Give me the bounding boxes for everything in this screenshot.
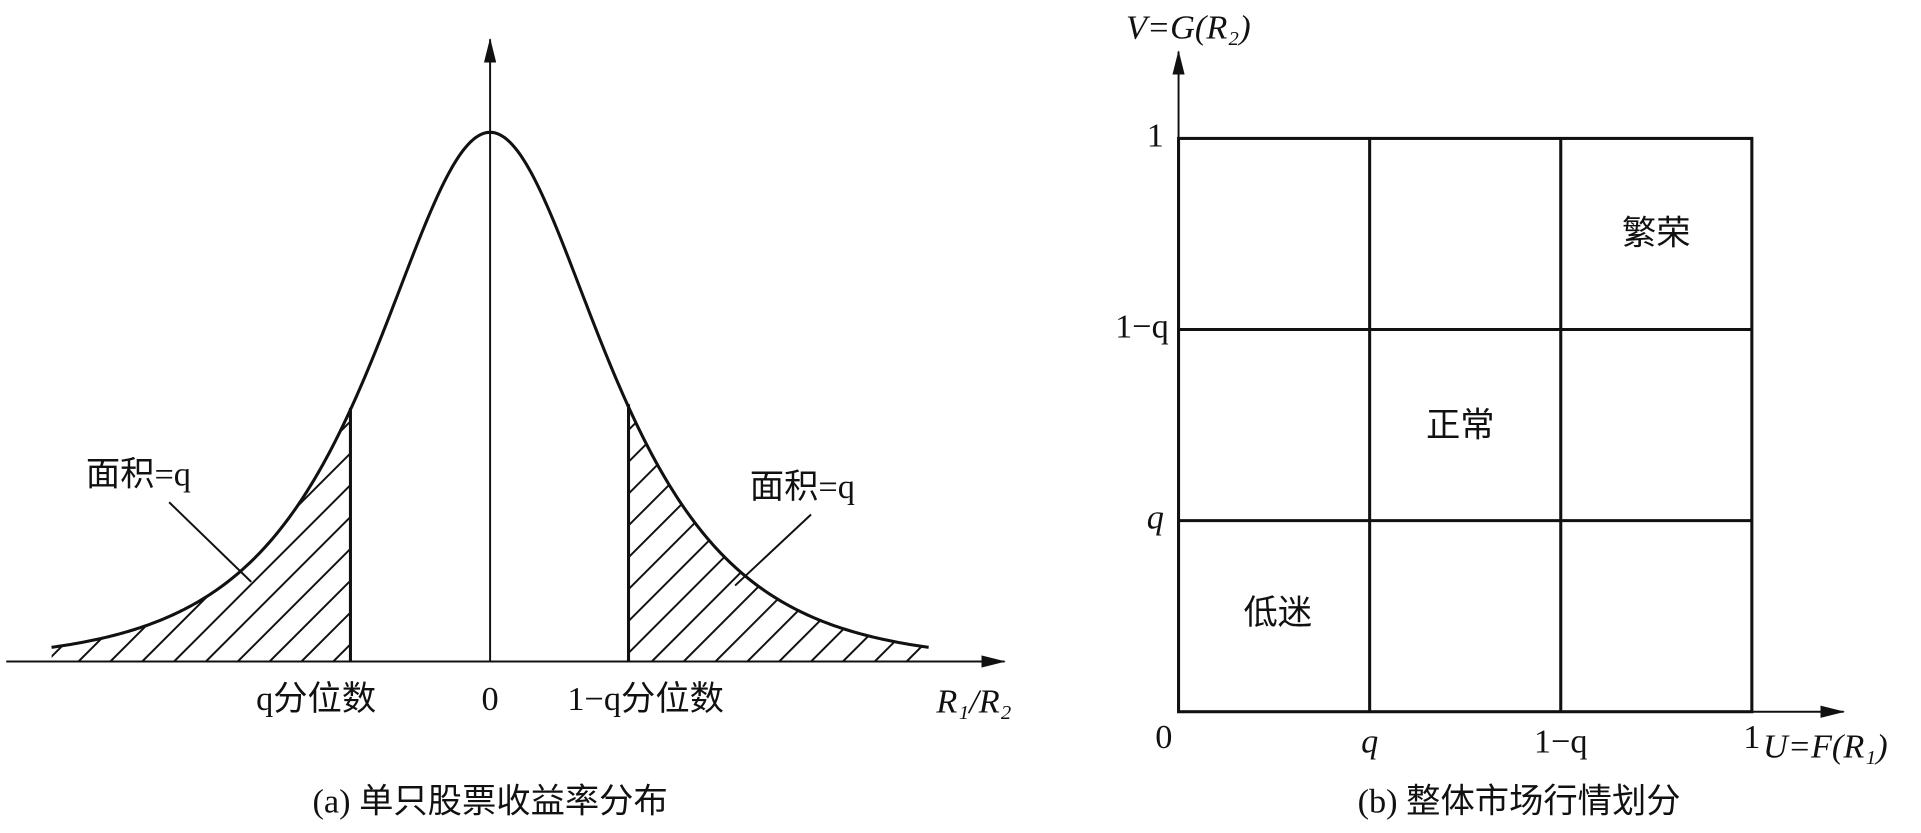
origin-label: 0 <box>482 680 499 718</box>
y-tick-label: 1 <box>1147 116 1164 154</box>
quantile-label: 1−q分位数 <box>567 680 724 718</box>
origin-label: 0 <box>1155 718 1172 756</box>
hatch-line <box>173 406 543 662</box>
y-tick-label: 1−q <box>1115 307 1169 345</box>
hatch-line <box>51 406 97 662</box>
hatch-line <box>1034 294 1402 662</box>
x-axis-label: R₁/R₂ <box>935 682 1011 720</box>
x-tick-label: 1 <box>1743 718 1760 756</box>
hatch-line <box>1289 294 1657 662</box>
x-axis-label: U=F(R₁) <box>1763 728 1888 766</box>
hatch-line <box>1130 294 1498 662</box>
hatch-line <box>682 406 929 662</box>
caption: (a) 单只股票收益率分布 <box>312 783 667 821</box>
hatch-line <box>364 406 734 662</box>
hatch-line <box>905 406 929 662</box>
hatch-line <box>1161 294 1529 662</box>
panel-b: V=G(R₂) U=F(R₁) 0 q 1−q 1 q 1−q 1 低迷 正常 … <box>1115 8 1888 820</box>
leader-line <box>168 501 252 583</box>
area-label: 面积=q <box>750 468 855 506</box>
y-tick-label: q <box>1147 498 1164 536</box>
hatch-line <box>205 406 575 662</box>
area-label: 面积=q <box>86 456 191 494</box>
x-tick-label: q <box>1361 723 1378 761</box>
hatch-line <box>0 294 32 662</box>
hatch-line <box>810 406 929 662</box>
hatch-line <box>1321 294 1689 662</box>
hatch-line <box>237 406 606 662</box>
leader-line <box>734 513 812 587</box>
region-label: 繁荣 <box>1622 214 1691 252</box>
grid-border <box>1177 136 1754 714</box>
hatch-line <box>396 406 766 662</box>
density-curve <box>51 130 929 649</box>
y-axis-label: V=G(R₂) <box>1126 8 1251 46</box>
caption: (b) 整体市场行情划分 <box>1358 783 1681 821</box>
x-tick-label: 1−q <box>1534 723 1588 761</box>
hatch-line <box>300 406 670 662</box>
hatch-line <box>51 406 65 662</box>
region-label: 正常 <box>1426 407 1495 445</box>
hatch-line <box>428 406 798 662</box>
region-label: 低迷 <box>1243 594 1312 632</box>
quantile-label: q分位数 <box>256 680 376 718</box>
hatch-line <box>1002 294 1370 662</box>
hatch-line <box>874 406 929 662</box>
hatch-line <box>842 406 929 662</box>
